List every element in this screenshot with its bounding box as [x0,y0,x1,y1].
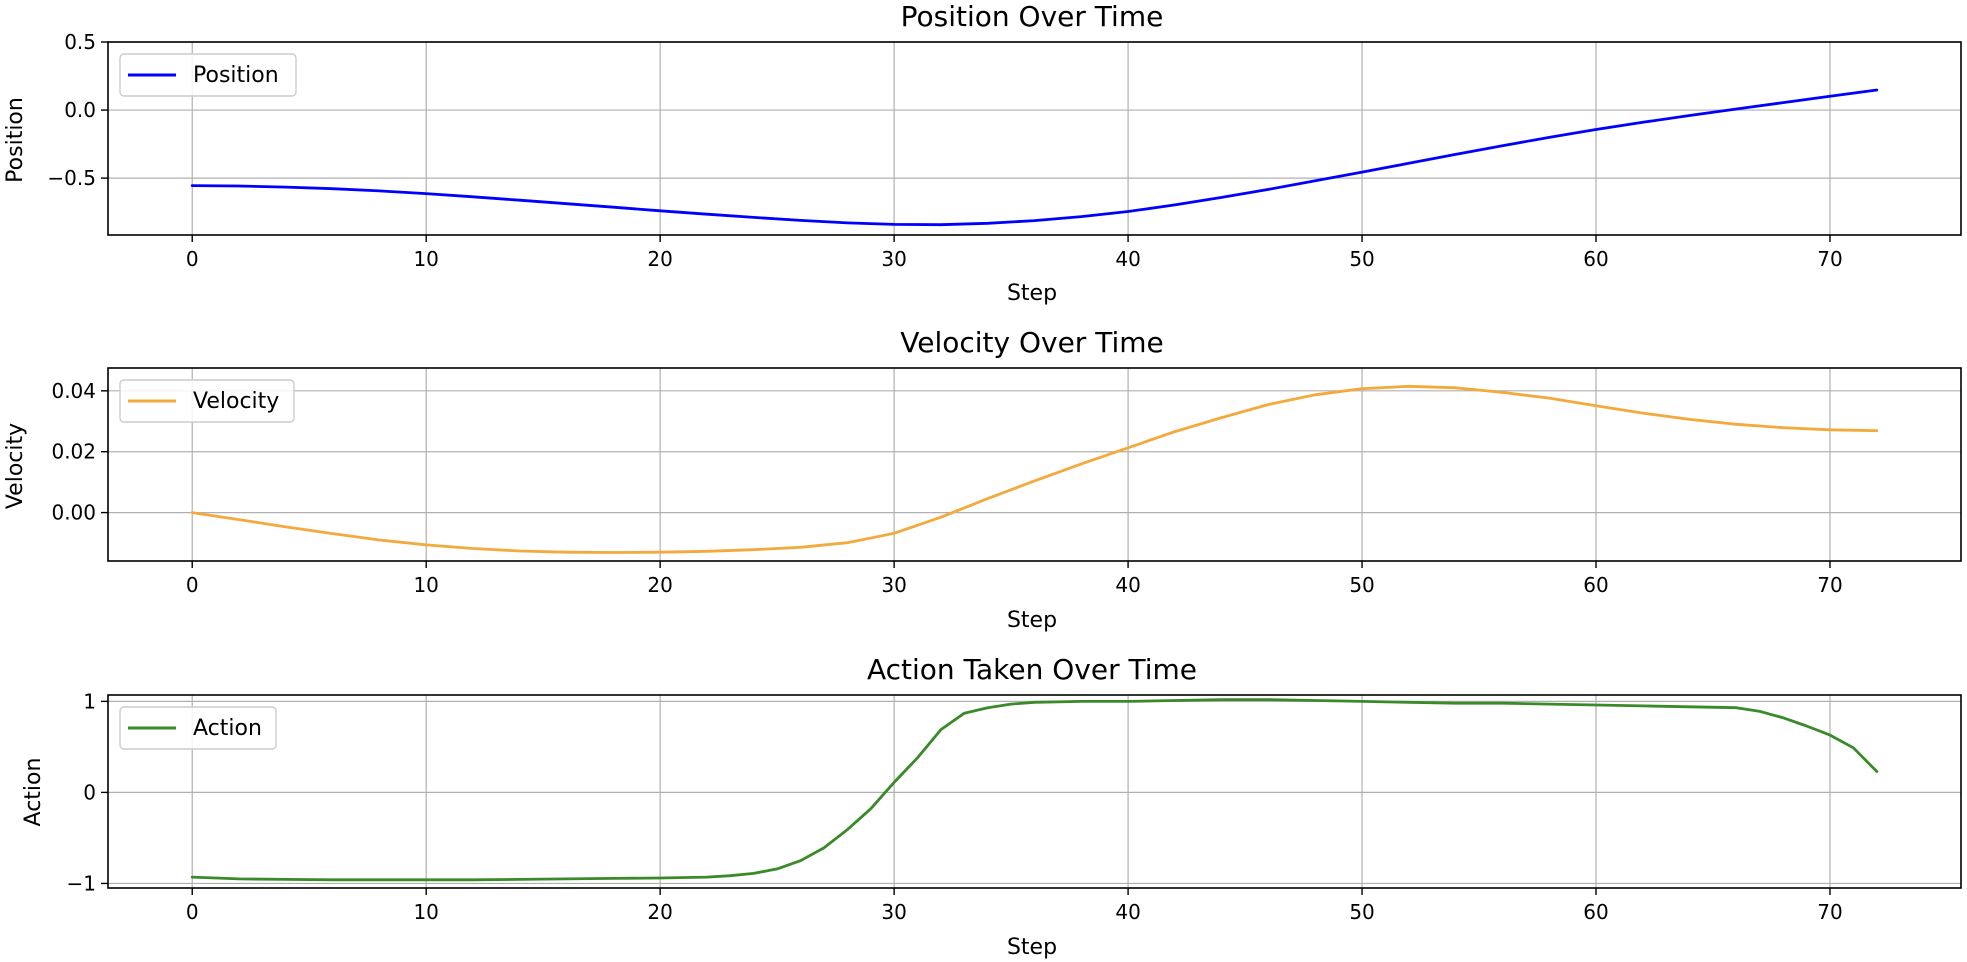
y-tick-label: 0.5 [64,30,96,54]
x-tick-label: 40 [1115,900,1140,924]
legend: Velocity [119,379,295,423]
x-tick-label: 70 [1817,900,1842,924]
x-tick-label: 0 [186,900,199,924]
x-tick-label: 60 [1583,573,1608,597]
y-axis-label: Action [21,758,46,827]
series-lines [190,698,1879,882]
y-tick-label: 0.00 [51,501,96,525]
x-tick-label: 30 [881,247,906,271]
legend: Position [119,53,297,97]
y-tick-label: 0.0 [64,98,96,122]
y-tick-label: 0 [83,780,96,804]
x-axis-label: Step [1007,281,1057,306]
y-tick-label: 0.04 [51,379,96,403]
x-tick-label: 10 [413,573,438,597]
y-tick-label: 0.02 [51,440,96,464]
x-tick-label: 10 [413,900,438,924]
legend-label: Position [193,63,279,88]
x-tick-label: 50 [1349,900,1374,924]
legend-box [119,53,297,97]
y-axis-label: Position [3,97,28,183]
plot-frame [107,694,1962,889]
x-axis-ticks: 0 10 20 30 40 50 60 70 [186,235,1843,271]
chart-title: Position Over Time [901,0,1164,33]
position-panel: Position Over Time 0 10 20 30 40 50 60 70 0.50.… [3,0,1962,306]
x-tick-label: 70 [1817,247,1842,271]
velocity-panel: Velocity Over Time 0 10 20 30 40 50 60 70 0.040… [3,326,1962,633]
series-lines [190,384,1879,554]
x-tick-label: 40 [1115,247,1140,271]
x-tick-label: 60 [1583,900,1608,924]
x-tick-label: 20 [647,247,672,271]
y-tick-label: 1 [83,689,96,713]
x-axis-label: Step [1007,608,1057,633]
x-tick-label: 50 [1349,247,1374,271]
x-tick-label: 50 [1349,573,1374,597]
y-axis-ticks: 0.04 0.02 0.00 [51,379,108,525]
x-axis-label: Step [1007,935,1057,960]
chart-title: Velocity Over Time [900,326,1164,359]
x-tick-label: 20 [647,573,672,597]
legend-box [119,706,277,750]
series-line-velocity [190,384,1879,554]
legend: Action [119,706,277,750]
x-tick-label: 30 [881,573,906,597]
y-axis-ticks: 1 0 −1 [67,689,108,895]
series-line-position [190,88,1879,227]
grid [108,368,1961,561]
series-lines [190,88,1879,227]
x-tick-label: 0 [186,573,199,597]
legend-label: Action [193,716,262,741]
plot-frame [107,41,1962,236]
series-line-action [190,698,1879,882]
action-panel: Action Taken Over Time 0 10 20 30 40 50 60 70 1… [21,653,1962,960]
x-axis-ticks: 0 10 20 30 40 50 60 70 [186,888,1843,924]
x-tick-label: 70 [1817,573,1842,597]
x-tick-label: 0 [186,247,199,271]
y-tick-label: −0.5 [47,166,96,190]
legend-label: Velocity [193,389,279,414]
y-tick-label: −1 [67,871,96,895]
chart-title: Action Taken Over Time [867,653,1197,686]
x-tick-label: 60 [1583,247,1608,271]
legend-box [119,379,295,423]
x-tick-label: 10 [413,247,438,271]
y-axis-label: Velocity [3,423,28,509]
x-tick-label: 20 [647,900,672,924]
x-axis-ticks: 0 10 20 30 40 50 60 70 [186,561,1843,597]
x-tick-label: 40 [1115,573,1140,597]
y-axis-ticks: 0.5 0.0 −0.5 [47,30,108,190]
x-tick-label: 30 [881,900,906,924]
plot-frame [107,367,1962,562]
